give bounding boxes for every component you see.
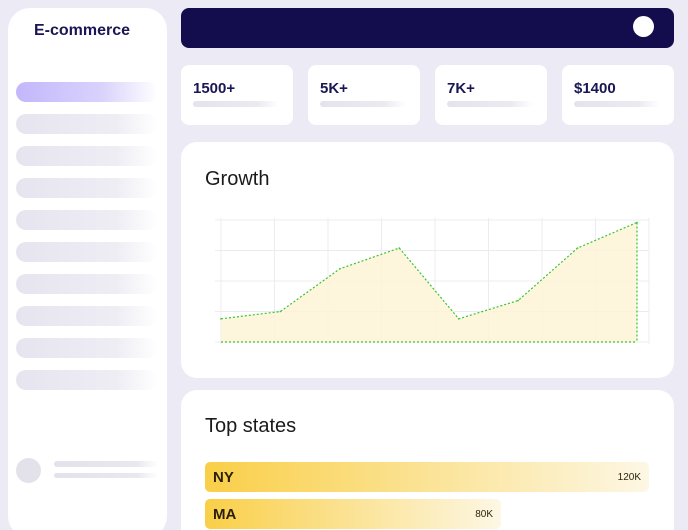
avatar[interactable] [16, 458, 41, 483]
sidebar: E-commerce [8, 8, 167, 530]
growth-data-point [636, 221, 638, 224]
top-states-card: Top states NY 120K MA 80K [181, 390, 674, 530]
state-label: NY [213, 469, 234, 486]
growth-card: Growth [181, 142, 674, 378]
nav-item-3[interactable] [16, 146, 158, 166]
growth-data-point [457, 318, 460, 320]
state-value: 120K [617, 472, 641, 483]
nav-item-1[interactable] [16, 82, 158, 102]
stat-label-placeholder [193, 101, 279, 107]
stat-value: 7K+ [447, 80, 475, 97]
growth-area-fill [221, 222, 637, 342]
user-name-placeholder [54, 461, 158, 467]
growth-data-point [398, 247, 401, 249]
state-bar-ma[interactable]: MA 80K [205, 499, 501, 529]
growth-title: Growth [205, 168, 270, 190]
nav-item-6[interactable] [16, 242, 158, 262]
stat-card-2[interactable]: 5K+ [308, 65, 420, 125]
state-value: 80K [475, 509, 493, 520]
nav-item-8[interactable] [16, 306, 158, 326]
nav-item-10[interactable] [16, 370, 158, 390]
user-role-placeholder [54, 473, 158, 478]
stat-label-placeholder [574, 101, 660, 107]
nav-item-2[interactable] [16, 114, 158, 134]
brand-logo[interactable]: E-commerce [34, 22, 131, 39]
stat-value: 5K+ [320, 80, 348, 97]
nav-item-7[interactable] [16, 274, 158, 294]
growth-data-point [339, 268, 341, 270]
growth-data-point [220, 318, 222, 320]
stat-card-1[interactable]: 1500+ [181, 65, 293, 125]
state-bar-ny[interactable]: NY 120K [205, 462, 649, 492]
growth-data-point [517, 299, 519, 302]
stat-value: 1500+ [193, 80, 236, 97]
growth-chart [215, 218, 650, 344]
user-profile[interactable] [16, 458, 158, 483]
profile-avatar-button[interactable] [633, 16, 654, 37]
stat-value: $1400 [574, 80, 616, 97]
sidebar-nav [16, 82, 158, 402]
top-bar [181, 8, 674, 48]
stat-card-4[interactable]: $1400 [562, 65, 674, 125]
nav-item-9[interactable] [16, 338, 158, 358]
state-label: MA [213, 506, 237, 523]
nav-item-5[interactable] [16, 210, 158, 230]
growth-series-line [220, 221, 638, 320]
stat-label-placeholder [320, 101, 406, 107]
top-states-title: Top states [205, 415, 297, 437]
growth-data-point [279, 310, 282, 313]
stat-card-3[interactable]: 7K+ [435, 65, 547, 125]
nav-item-4[interactable] [16, 178, 158, 198]
growth-data-point [576, 247, 579, 249]
stat-label-placeholder [447, 101, 533, 107]
